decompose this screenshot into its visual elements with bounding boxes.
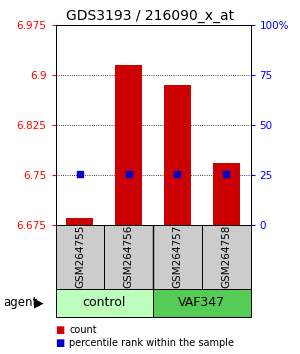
Bar — [153, 289, 250, 317]
Text: GSM264758: GSM264758 — [221, 225, 231, 289]
Bar — [153, 225, 202, 289]
Text: GDS3193 / 216090_x_at: GDS3193 / 216090_x_at — [66, 9, 234, 23]
Bar — [56, 225, 104, 289]
Text: ■: ■ — [56, 325, 65, 335]
Text: percentile rank within the sample: percentile rank within the sample — [69, 338, 234, 348]
Text: GSM264756: GSM264756 — [124, 225, 134, 289]
Text: GSM264755: GSM264755 — [75, 225, 85, 289]
Bar — [213, 163, 239, 225]
Bar — [164, 85, 191, 225]
Text: count: count — [69, 325, 97, 335]
Bar — [115, 65, 142, 225]
Bar — [104, 225, 153, 289]
Bar — [67, 218, 93, 225]
Bar — [202, 225, 250, 289]
Text: control: control — [82, 296, 126, 309]
Bar — [56, 289, 153, 317]
Text: ■: ■ — [56, 338, 65, 348]
Text: GSM264757: GSM264757 — [172, 225, 182, 289]
Text: agent: agent — [3, 296, 37, 309]
Text: VAF347: VAF347 — [178, 296, 225, 309]
Text: ▶: ▶ — [34, 296, 44, 309]
